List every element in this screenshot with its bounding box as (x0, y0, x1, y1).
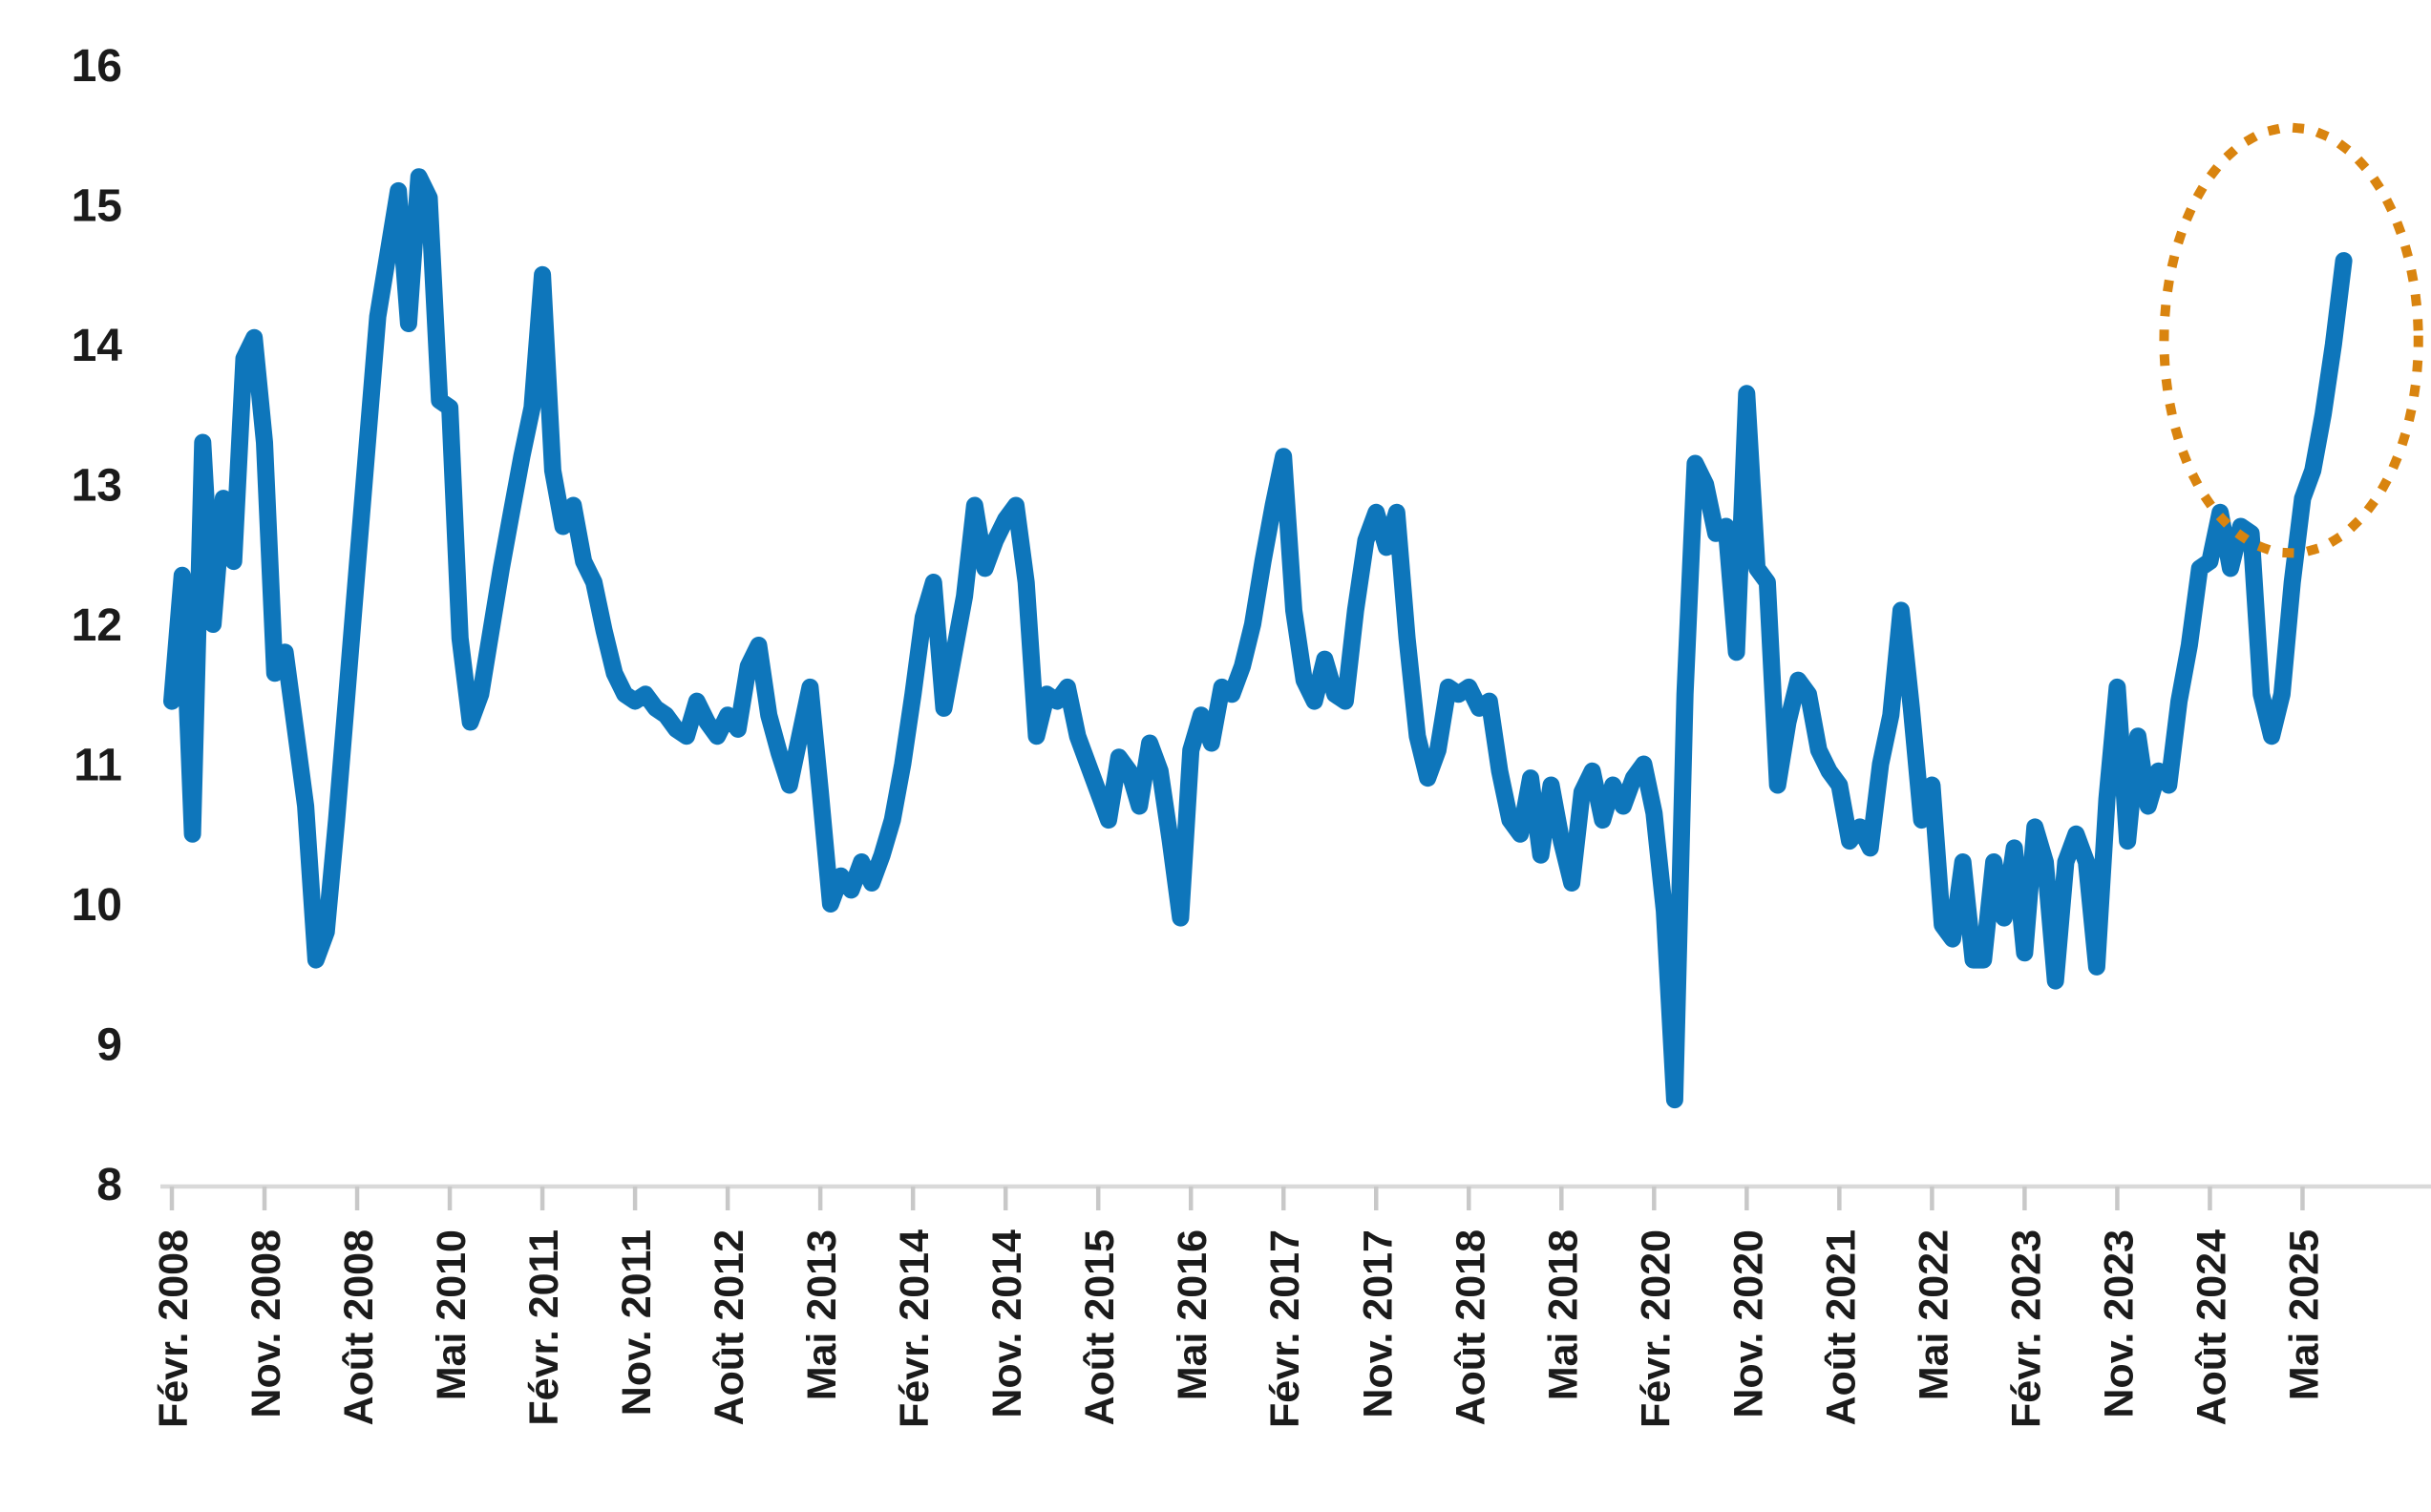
y-tick-label: 11 (74, 740, 122, 790)
y-axis-labels: 8 9 10 11 12 13 14 15 16 (72, 41, 123, 1210)
highlight-ellipse (2159, 122, 2423, 558)
x-tick-label: Févr. 2011 (521, 1229, 567, 1426)
data-line (163, 168, 2353, 1109)
x-tick-label: Févr. 2008 (151, 1229, 197, 1428)
x-tick-label: Févr. 2023 (2003, 1229, 2049, 1428)
series-line (163, 168, 2353, 1109)
x-tick-label: Août 2024 (2188, 1229, 2234, 1426)
x-axis-labels: Févr. 2008 Nov. 2008 Août 2008 Mai 2010 Févr… (151, 1229, 2327, 1428)
x-tick-label: Nov. 2023 (2096, 1229, 2142, 1418)
x-tick-label: Août 2018 (1448, 1229, 1493, 1426)
y-tick-label: 16 (72, 41, 122, 92)
x-tick-label: Févr. 2020 (1633, 1229, 1679, 1428)
x-tick-label: Mai 2018 (1540, 1229, 1586, 1400)
x-axis-ticks (169, 1186, 2305, 1210)
y-tick-label: 9 (96, 1019, 122, 1070)
x-tick-label: Nov. 2020 (1725, 1229, 1771, 1418)
y-tick-label: 13 (72, 460, 122, 511)
x-tick-label: Févr. 2014 (892, 1229, 938, 1428)
x-tick-label: Nov. 2014 (984, 1229, 1030, 1418)
x-tick-label: Févr. 2017 (1262, 1229, 1308, 1428)
x-tick-label: Mai 2010 (429, 1229, 475, 1400)
x-tick-label: Nov. 2011 (614, 1229, 660, 1416)
x-tick-label: Mai 2022 (1911, 1229, 1956, 1400)
x-tick-label: Août 2008 (336, 1229, 382, 1426)
x-tick-label: Août 2021 (1818, 1229, 1864, 1426)
x-tick-label: Mai 2016 (1170, 1229, 1216, 1400)
y-tick-label: 10 (72, 880, 122, 931)
x-tick-label: Nov. 2017 (1355, 1229, 1401, 1418)
y-tick-label: 15 (72, 180, 122, 231)
annotation-ellipse (2159, 122, 2423, 558)
x-tick-label: Mai 2025 (2281, 1229, 2327, 1400)
y-tick-label: 12 (72, 600, 122, 651)
x-tick-label: Mai 2013 (799, 1229, 845, 1400)
x-tick-label: Nov. 2008 (243, 1229, 289, 1418)
x-tick-label: Août 2012 (707, 1229, 752, 1426)
y-tick-label: 14 (72, 321, 123, 371)
y-tick-label: 8 (96, 1160, 122, 1210)
x-tick-label: Août 2015 (1077, 1229, 1123, 1426)
